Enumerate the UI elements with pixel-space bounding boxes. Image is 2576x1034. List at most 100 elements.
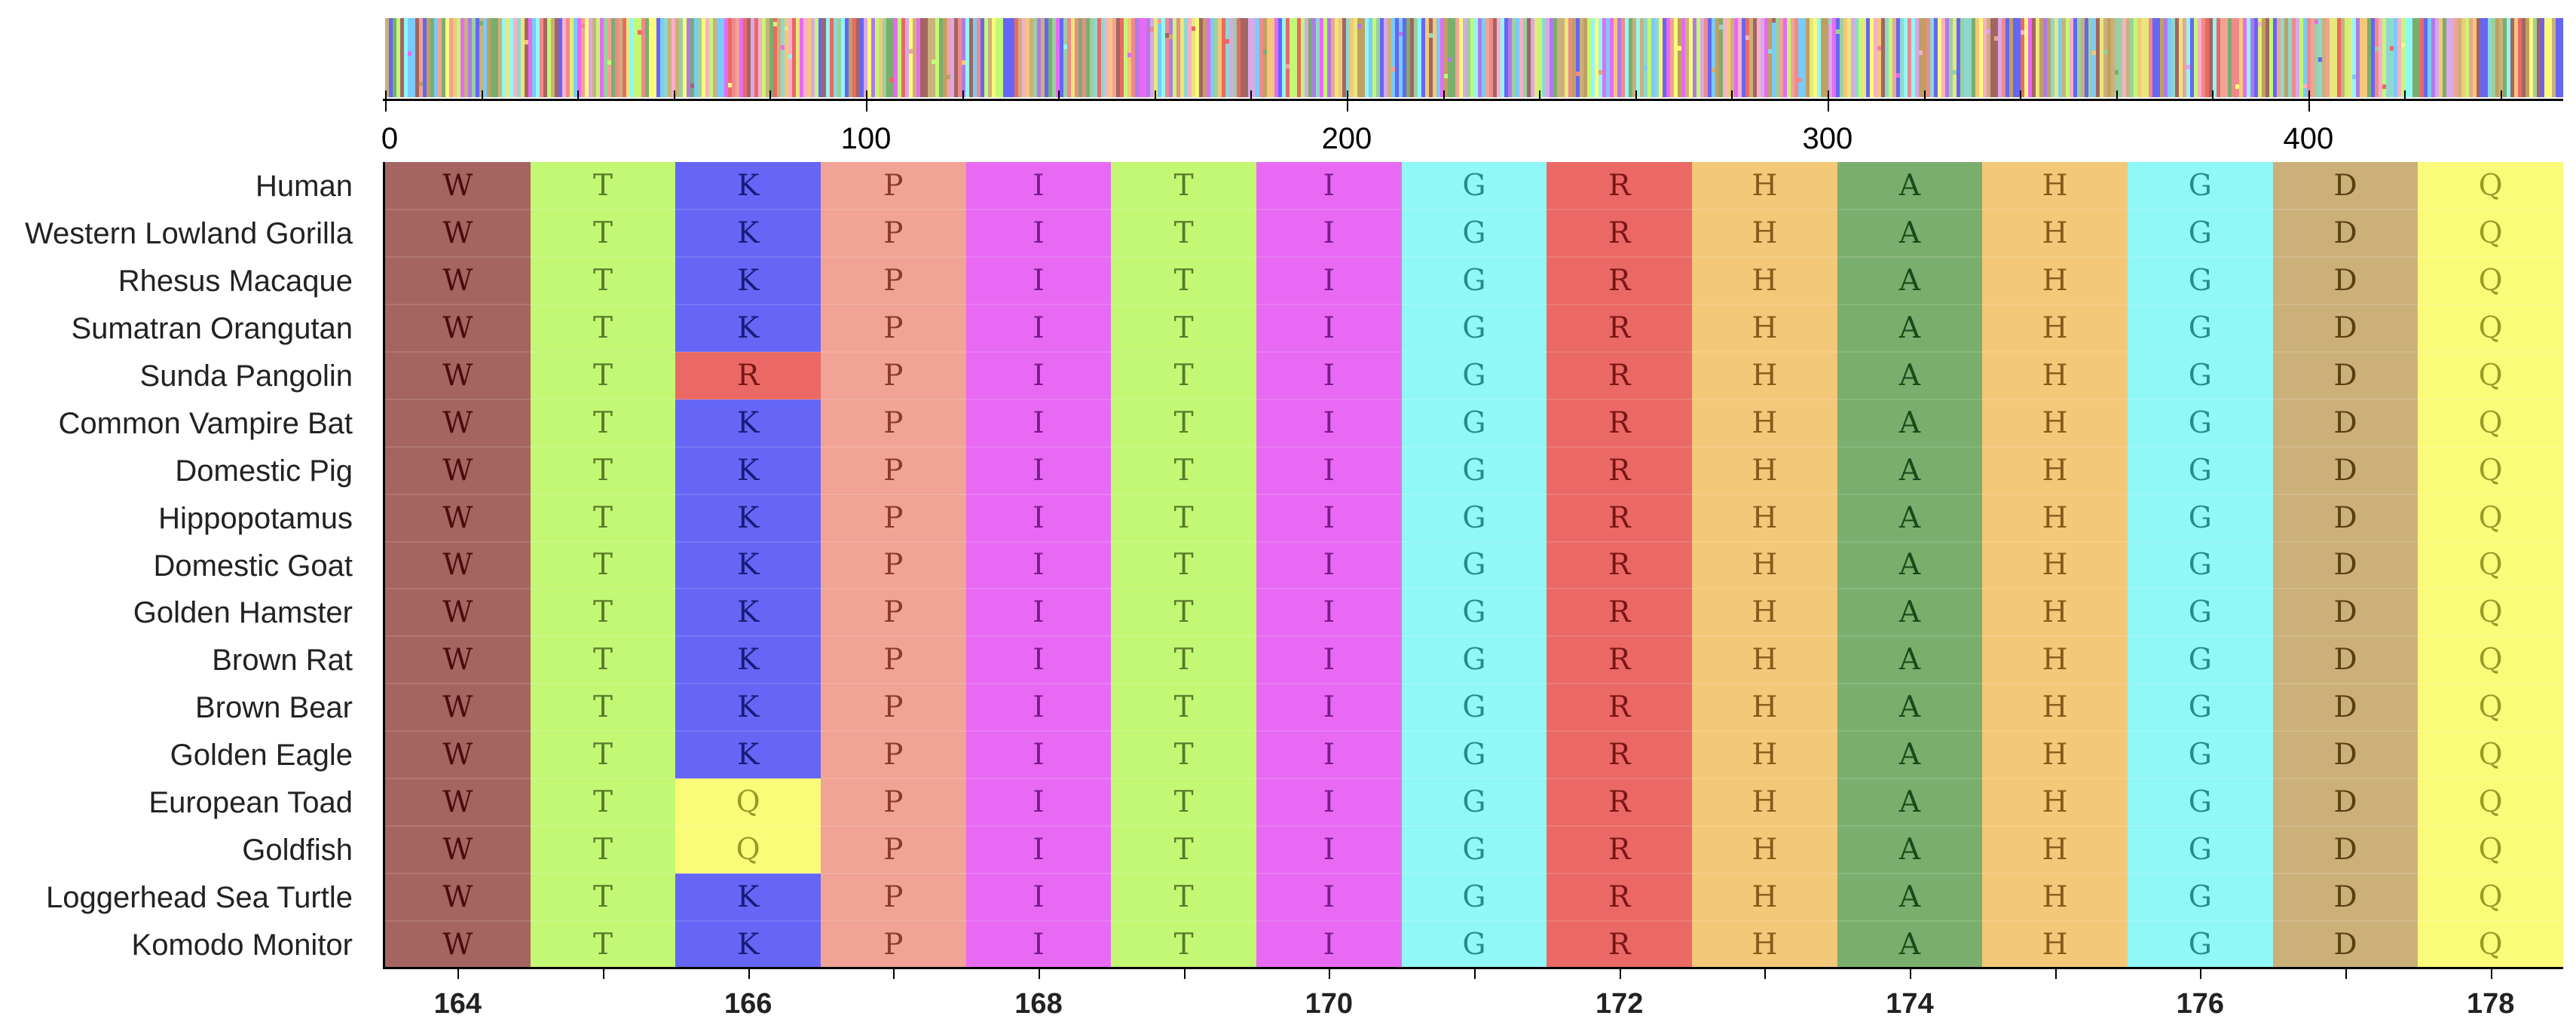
residue-cell[interactable]: G: [2128, 731, 2273, 779]
residue-cell[interactable]: D: [2272, 399, 2418, 447]
residue-cell[interactable]: K: [675, 399, 821, 447]
residue-cell[interactable]: I: [965, 779, 1112, 827]
residue-cell[interactable]: Q: [2418, 826, 2563, 874]
residue-cell[interactable]: H: [1692, 684, 1837, 732]
residue-cell[interactable]: A: [1837, 589, 1983, 637]
residue-cell[interactable]: I: [965, 636, 1112, 684]
residue-cell[interactable]: T: [1111, 873, 1256, 922]
residue-cell[interactable]: Q: [2418, 256, 2563, 304]
residue-cell[interactable]: T: [1111, 446, 1256, 494]
residue-cell[interactable]: W: [385, 779, 531, 827]
residue-cell[interactable]: K: [675, 304, 821, 352]
residue-cell[interactable]: H: [1982, 162, 2128, 210]
residue-cell[interactable]: D: [2272, 446, 2418, 494]
residue-cell[interactable]: W: [385, 399, 531, 447]
residue-cell[interactable]: G: [1401, 209, 1547, 257]
residue-cell[interactable]: A: [1837, 494, 1983, 542]
residue-cell[interactable]: G: [1401, 351, 1547, 399]
residue-cell[interactable]: H: [1982, 921, 2128, 968]
residue-cell[interactable]: R: [1547, 541, 1692, 589]
residue-cell[interactable]: R: [1547, 256, 1692, 304]
residue-cell[interactable]: G: [2128, 541, 2273, 589]
residue-cell[interactable]: Q: [2418, 162, 2563, 210]
residue-cell[interactable]: I: [1256, 209, 1402, 257]
residue-cell[interactable]: K: [675, 921, 821, 968]
residue-cell[interactable]: R: [1547, 351, 1692, 399]
residue-cell[interactable]: P: [821, 494, 966, 542]
residue-cell[interactable]: I: [1256, 494, 1402, 542]
residue-cell[interactable]: P: [821, 684, 966, 732]
residue-cell[interactable]: G: [1401, 873, 1547, 922]
residue-cell[interactable]: A: [1837, 399, 1983, 447]
residue-cell[interactable]: G: [1401, 256, 1547, 304]
residue-cell[interactable]: I: [965, 826, 1112, 874]
residue-cell[interactable]: H: [1982, 684, 2128, 732]
residue-cell[interactable]: W: [385, 541, 531, 589]
residue-cell[interactable]: T: [1111, 209, 1256, 257]
residue-cell[interactable]: K: [675, 684, 821, 732]
residue-cell[interactable]: P: [821, 304, 966, 352]
residue-cell[interactable]: G: [1401, 446, 1547, 494]
residue-cell[interactable]: R: [1547, 636, 1692, 684]
residue-cell[interactable]: P: [821, 446, 966, 494]
residue-cell[interactable]: H: [1982, 304, 2128, 352]
residue-cell[interactable]: D: [2272, 873, 2418, 922]
residue-cell[interactable]: D: [2272, 589, 2418, 637]
residue-cell[interactable]: T: [530, 684, 676, 732]
residue-cell[interactable]: K: [675, 209, 821, 257]
residue-cell[interactable]: W: [385, 256, 531, 304]
residue-cell[interactable]: P: [821, 873, 966, 922]
residue-cell[interactable]: G: [1401, 304, 1547, 352]
residue-cell[interactable]: G: [2128, 162, 2273, 210]
residue-cell[interactable]: I: [1256, 351, 1402, 399]
residue-cell[interactable]: T: [1111, 921, 1256, 968]
residue-cell[interactable]: H: [1692, 304, 1837, 352]
residue-cell[interactable]: T: [1111, 162, 1256, 210]
residue-cell[interactable]: G: [2128, 779, 2273, 827]
residue-cell[interactable]: R: [1547, 779, 1692, 827]
residue-cell[interactable]: I: [965, 304, 1112, 352]
residue-cell[interactable]: T: [1111, 589, 1256, 637]
residue-cell[interactable]: I: [965, 399, 1112, 447]
residue-cell[interactable]: D: [2272, 684, 2418, 732]
residue-cell[interactable]: A: [1837, 873, 1983, 922]
residue-cell[interactable]: H: [1982, 209, 2128, 257]
residue-cell[interactable]: Q: [2418, 351, 2563, 399]
residue-cell[interactable]: A: [1837, 779, 1983, 827]
residue-cell[interactable]: Q: [2418, 684, 2563, 732]
residue-cell[interactable]: H: [1982, 589, 2128, 637]
residue-cell[interactable]: H: [1692, 351, 1837, 399]
residue-cell[interactable]: R: [1547, 731, 1692, 779]
residue-cell[interactable]: G: [2128, 921, 2273, 968]
residue-cell[interactable]: G: [1401, 589, 1547, 637]
residue-cell[interactable]: H: [1982, 256, 2128, 304]
residue-cell[interactable]: G: [2128, 826, 2273, 874]
residue-cell[interactable]: T: [1111, 636, 1256, 684]
residue-cell[interactable]: D: [2272, 779, 2418, 827]
residue-cell[interactable]: R: [1547, 873, 1692, 922]
residue-cell[interactable]: Q: [2418, 494, 2563, 542]
residue-cell[interactable]: G: [1401, 399, 1547, 447]
residue-cell[interactable]: T: [530, 779, 676, 827]
residue-cell[interactable]: W: [385, 731, 531, 779]
residue-cell[interactable]: Q: [2418, 399, 2563, 447]
residue-cell[interactable]: T: [530, 446, 676, 494]
residue-cell[interactable]: G: [2128, 256, 2273, 304]
residue-cell[interactable]: D: [2272, 304, 2418, 352]
residue-cell[interactable]: H: [1692, 636, 1837, 684]
residue-cell[interactable]: R: [1547, 684, 1692, 732]
residue-cell[interactable]: I: [1256, 541, 1402, 589]
residue-cell[interactable]: G: [1401, 921, 1547, 968]
residue-cell[interactable]: I: [1256, 873, 1402, 922]
residue-cell[interactable]: D: [2272, 636, 2418, 684]
residue-cell[interactable]: W: [385, 162, 531, 210]
residue-cell[interactable]: G: [2128, 304, 2273, 352]
residue-cell[interactable]: A: [1837, 256, 1983, 304]
residue-cell[interactable]: I: [1256, 731, 1402, 779]
